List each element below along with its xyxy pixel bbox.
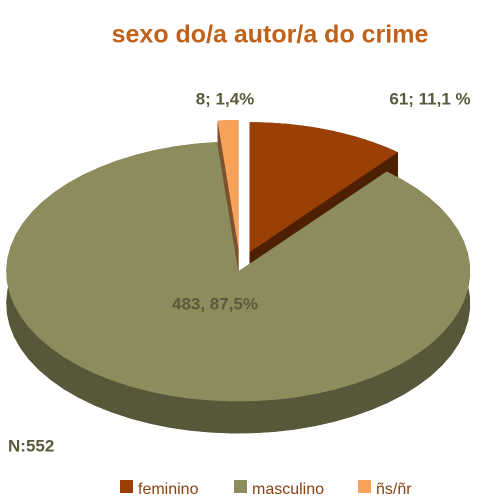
legend-label: ñs/ñr — [376, 481, 412, 498]
data-label: 483, 87,5% — [172, 294, 258, 313]
slice — [6, 141, 471, 402]
legend-label: feminino — [138, 481, 199, 498]
slice — [249, 122, 398, 253]
data-label: 8; 1,4% — [196, 89, 255, 108]
legend-label: masculino — [252, 481, 324, 498]
chart-title: sexo do/a autor/a do crime — [112, 21, 429, 49]
slice — [217, 120, 239, 251]
legend-swatch — [234, 480, 247, 493]
legend-swatch — [120, 480, 133, 493]
annotation: N:552 — [8, 436, 54, 455]
legend-swatch — [358, 480, 371, 493]
data-label: 61; 11,1 % — [389, 89, 470, 108]
